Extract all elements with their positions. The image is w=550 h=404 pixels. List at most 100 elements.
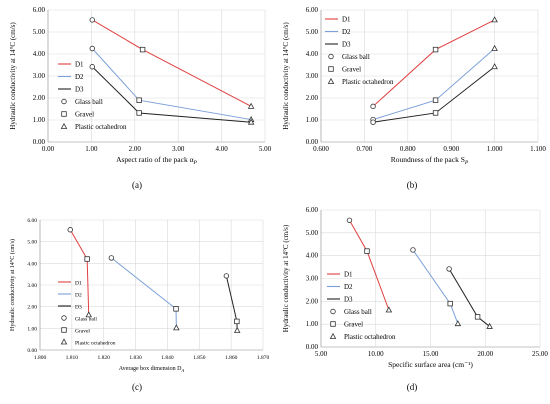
y-tick-label: 1.00 [33,116,46,124]
legend-gravel-marker [61,327,67,333]
gravel-marker [84,256,90,262]
series-line-d1 [69,229,90,315]
gravel-marker [364,248,370,254]
y-tick-label: 5.00 [306,229,319,237]
y-tick-label: 4.00 [27,261,37,267]
y-tick-label: 3.00 [306,72,319,80]
x-tick-label: 1.00 [85,145,98,153]
x-tick-label: 0.700 [357,145,373,153]
x-axis-label: Average box dimension DA [119,366,185,373]
series-line-d1 [92,19,252,107]
legend-label: D2 [75,73,84,81]
y-tick-label: 2.00 [306,297,319,305]
y-tick-label: 3.00 [306,275,319,283]
plastic-octahedron-marker [491,16,498,23]
legend-label: D3 [342,41,351,49]
legend-label: Gravel [344,321,363,329]
legend-label: Plastic octahedron [75,123,127,131]
legend-label: D1 [344,271,353,279]
y-axis-label: Hydraulic conductivity at 14°C (cm/s) [282,22,290,130]
x-axis-label: Specific surface area (cm⁻¹) [388,360,473,369]
y-tick-label: 5.00 [27,240,37,246]
chart-panel-a: 0.00 1.00 2.00 3.00 4.00 5.00 6.00 0.00 1.00 2.00… [0,0,275,202]
y-axis-label: Hydraulic conductivity at 14°C (cm/s) [9,22,17,130]
plastic-octahedron-marker [491,44,498,51]
y-tick-label: 3.00 [27,283,37,289]
caption-a: (a) [132,180,142,190]
gravel-marker [136,110,142,116]
legend-glass-ball-marker [328,53,334,60]
x-tick-label: 0.600 [313,145,329,153]
x-tick-label: 1.860 [225,355,238,361]
legend-label: Plastic octahedron [342,78,394,86]
glass-ball-marker [89,64,95,70]
glass-ball-marker [89,17,95,23]
gravel-marker [136,97,142,103]
chart-panel-b: 0.00 1.00 2.00 3.00 4.00 5.00 6.00 0.600 0.700 0.… [275,0,550,202]
chart-panel-c: 0.00 1.00 2.00 3.00 4.00 5.00 6.00 1.800 1.810 1.… [0,202,275,404]
legend-label: D3 [344,296,353,304]
legend-label: D2 [342,28,351,36]
glass-ball-marker [346,217,353,223]
plastic-octahedron-marker [247,102,255,109]
legend-plastic-octahedron-marker [60,122,68,129]
x-axis-label: Roundness of the pack SP [391,155,469,166]
caption-d: (d) [406,382,418,392]
legend-gravel-marker [330,321,336,327]
x-tick-label: 25.00 [532,350,548,358]
y-tick-label: 2.00 [27,305,37,311]
legend-label: D1 [75,61,84,69]
y-tick-label: 4.00 [33,50,46,58]
x-tick-label: 0.900 [443,145,459,153]
legend-label: Plastic octahedron [75,341,116,347]
caption-b: (b) [406,180,418,190]
chart-a: 0.00 1.00 2.00 3.00 4.00 5.00 6.00 0.00 1.00 2.00… [9,6,272,166]
plastic-octahedron-marker [486,322,493,329]
x-tick-label: 1.810 [66,355,79,361]
x-tick-label: 1.850 [193,355,206,361]
y-tick-label: 2.00 [306,94,319,102]
legend-label: Gravel [342,66,361,74]
y-tick-label: 6.00 [306,206,319,214]
plastic-octahedron-marker [85,311,93,318]
legend-label: D1 [75,281,82,287]
plastic-octahedron-marker [385,306,393,313]
legend-plastic-octahedron-marker [329,332,337,339]
y-tick-label: 1.00 [306,320,319,328]
glass-ball-marker [446,266,452,272]
caption-c: (c) [132,382,142,392]
y-axis-label: Hydraulic conductivity at 14°C (cm/s) [282,224,290,332]
chart-c: 0.00 1.00 2.00 3.00 4.00 5.00 6.00 1.800 1.810 1.… [9,218,270,373]
legend-glass-ball-marker [61,315,67,321]
legend-label: Glass ball [75,317,97,323]
gravel-marker [432,97,439,103]
series-line-d2 [111,257,177,328]
y-tick-label: 6.00 [33,6,46,14]
x-tick-label: 1.870 [257,355,270,361]
series-line-d2 [91,48,252,121]
gravel-marker [234,318,240,325]
y-axis-label: Hydraulic conductivity at 14°C (cm/s) [9,239,16,331]
glass-ball-marker [108,255,115,261]
legend-label: D3 [75,86,84,94]
glass-ball-marker [370,119,376,125]
x-tick-label: 1.100 [530,145,546,153]
plastic-octahedron-marker [491,63,498,70]
legend-label: D2 [75,293,82,299]
x-tick-label: 1.830 [129,355,142,361]
legend-plastic-octahedron-marker [327,77,335,84]
legend-label: D1 [342,16,351,24]
x-axis-label: Aspect ratio of the pack αP [116,155,197,166]
gravel-marker [432,110,439,116]
y-tick-label: 5.00 [306,28,319,36]
glass-ball-marker [223,273,230,279]
x-tick-label: 1.820 [98,355,111,361]
gravel-marker [432,46,439,53]
x-tick-label: 2.00 [129,145,142,153]
x-tick-label: 20.00 [477,350,493,358]
gravel-marker [447,300,453,307]
y-tick-label: 0.00 [33,138,46,146]
x-tick-label: 0.800 [400,145,416,153]
legend-gravel-marker [328,66,334,72]
plastic-octahedron-marker [247,118,255,125]
